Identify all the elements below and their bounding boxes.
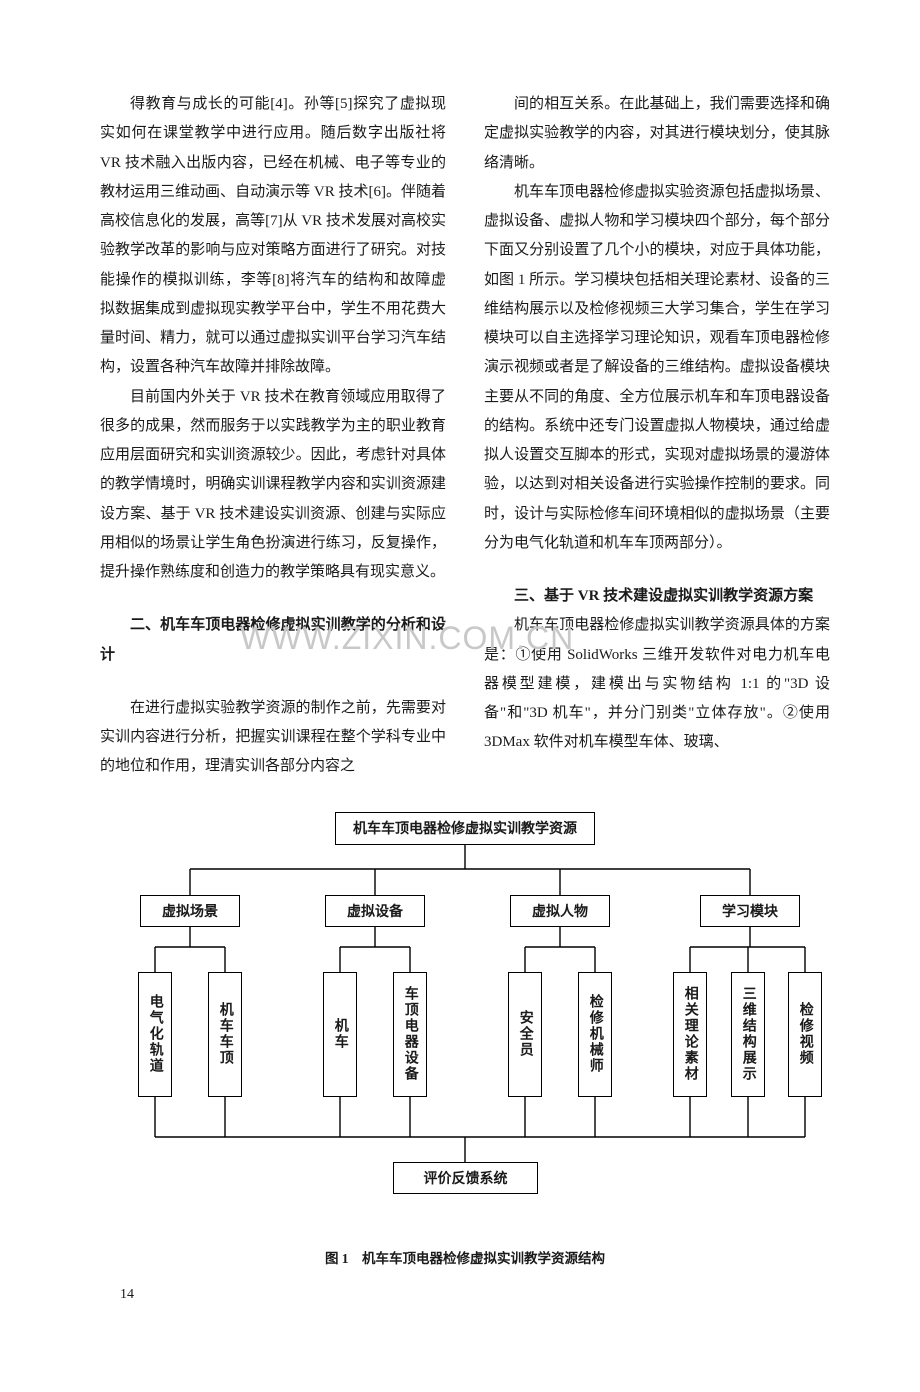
diagram-l3-node-5: 检修机械师 (587, 994, 602, 1074)
diagram-l2-node-0: 虚拟场景 (140, 895, 240, 927)
diagram-bottom-node: 评价反馈系统 (393, 1162, 538, 1194)
diagram-l3-node-2: 机车 (332, 1018, 347, 1050)
diagram-l2-node-3: 学习模块 (700, 895, 800, 927)
left-para-3: 在进行虚拟实验教学资源的制作之前，先需要对实训内容进行分析，把握实训课程在整个学… (100, 694, 446, 782)
diagram-l3-node-3: 车顶电器设备 (402, 986, 417, 1082)
diagram-root-node: 机车车顶电器检修虚拟实训教学资源 (335, 812, 595, 845)
diagram-l3-node-7: 三维结构展示 (740, 986, 755, 1082)
left-para-2: 目前国内外关于 VR 技术在教育领域应用取得了很多的成果，然而服务于以实践教学为… (100, 383, 446, 588)
diagram-l2-node-2: 虚拟人物 (510, 895, 610, 927)
two-column-layout: 得教育与成长的可能[4]。孙等[5]探究了虚拟现实如何在课堂教学中进行应用。随后… (100, 90, 830, 782)
right-para-1: 间的相互关系。在此基础上，我们需要选择和确定虚拟实验教学的内容，对其进行模块划分… (484, 90, 830, 178)
section-heading-3: 三、基于 VR 技术建设虚拟实训教学资源方案 (484, 582, 830, 611)
page-number: 14 (120, 1287, 830, 1303)
figure-1-diagram: 机车车顶电器检修虚拟实训教学资源 虚拟场景 虚拟设备 虚拟人物 学习模块 电气化… (100, 807, 830, 1237)
diagram-l2-node-1: 虚拟设备 (325, 895, 425, 927)
right-para-3: 机车车顶电器检修虚拟实训教学资源具体的方案是：①使用 SolidWorks 三维… (484, 611, 830, 757)
diagram-l3-node-1: 机车车顶 (217, 1002, 232, 1066)
diagram-l3-node-4: 安全员 (517, 1010, 532, 1058)
left-column: 得教育与成长的可能[4]。孙等[5]探究了虚拟现实如何在课堂教学中进行应用。随后… (100, 90, 446, 782)
diagram-l3-node-0: 电气化轨道 (147, 994, 162, 1074)
figure-1-caption: 图 1 机车车顶电器检修虚拟实训教学资源结构 (100, 1247, 830, 1267)
left-para-1: 得教育与成长的可能[4]。孙等[5]探究了虚拟现实如何在课堂教学中进行应用。随后… (100, 90, 446, 383)
right-para-2: 机车车顶电器检修虚拟实验资源包括虚拟场景、虚拟设备、虚拟人物和学习模块四个部分，… (484, 178, 830, 558)
diagram-l3-node-6: 相关理论素材 (682, 986, 697, 1082)
right-column: 间的相互关系。在此基础上，我们需要选择和确定虚拟实验教学的内容，对其进行模块划分… (484, 90, 830, 782)
section-heading-2: 二、机车车顶电器检修虚拟实训教学的分析和设计 (100, 611, 446, 670)
diagram-l3-node-8: 检修视频 (797, 1002, 812, 1066)
page-content: 得教育与成长的可能[4]。孙等[5]探究了虚拟现实如何在课堂教学中进行应用。随后… (0, 0, 920, 1343)
